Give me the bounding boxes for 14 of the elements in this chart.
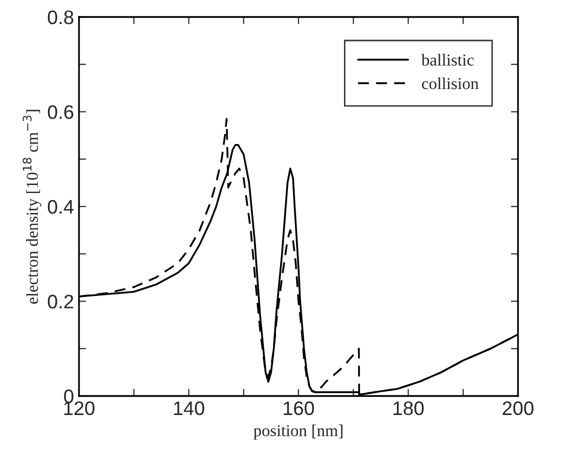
x-tick-label: 140	[174, 401, 204, 416]
x-axis-title: position [nm]	[254, 424, 342, 440]
y-tick-label: 0.4	[48, 200, 74, 214]
legend-label: collision	[422, 77, 479, 90]
y-tick-label: 0.2	[48, 294, 74, 308]
y-axis-title: electron density [10$^{18}$ cm$^{−3}$]	[22, 110, 42, 304]
x-tick-label: 120	[64, 401, 94, 416]
legend-label: ballistic	[421, 54, 474, 66]
x-tick-label: 200	[502, 401, 534, 416]
y-tick-label: 0.6	[48, 105, 74, 119]
x-tick-label: 180	[394, 401, 424, 416]
y-tick-label: 0	[64, 389, 74, 404]
y-tick-label: 0.8	[48, 10, 74, 24]
x-tick-label: 160	[284, 401, 314, 416]
